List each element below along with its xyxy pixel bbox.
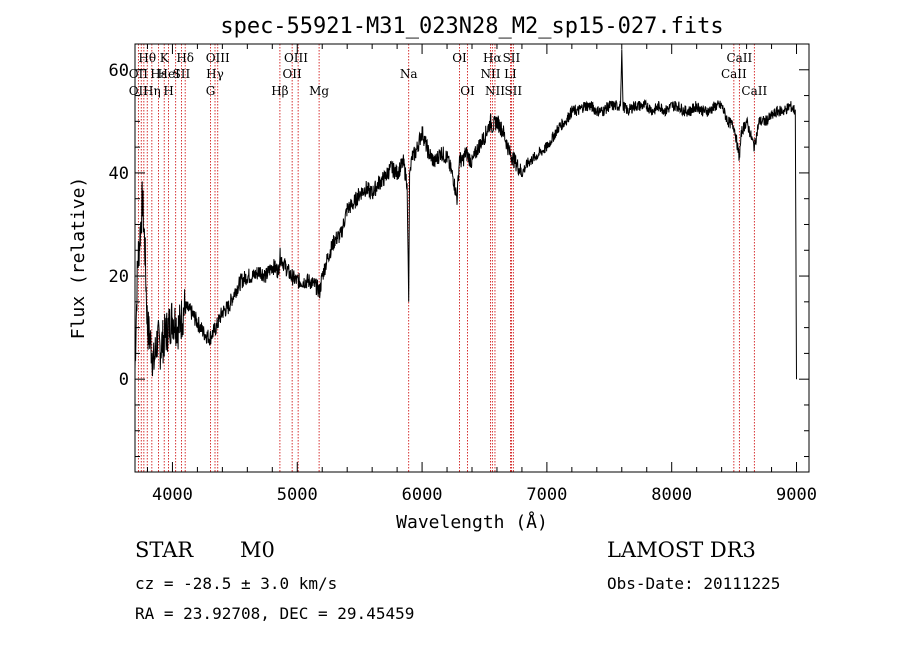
line-label: NII — [485, 84, 505, 98]
coordinates-label: RA = 23.92708, DEC = 29.45459 — [135, 604, 415, 623]
x-tick-label: 7000 — [526, 485, 567, 505]
line-label: K — [160, 51, 170, 65]
line-label: LI — [504, 67, 517, 81]
line-label: OIII — [206, 51, 230, 65]
line-label: Hη — [143, 84, 161, 98]
line-label: Hβ — [271, 84, 288, 98]
line-label: Na — [400, 67, 418, 81]
class-label: STAR — [135, 538, 194, 562]
line-label: OIII — [284, 51, 308, 65]
subclass-label: M0 — [240, 538, 275, 562]
line-label: CaII — [726, 51, 752, 65]
chart-title: spec-55921-M31_023N28_M2_sp15-027.fits — [220, 14, 723, 39]
y-tick-label: 60 — [109, 61, 129, 81]
x-axis: 4000 5000 6000 7000 8000 9000 — [146, 44, 817, 505]
x-axis-label: Wavelength (Å) — [396, 511, 548, 533]
line-label: NII — [480, 67, 500, 81]
line-label: HeI — [158, 67, 181, 81]
x-tick-label: 8000 — [651, 485, 692, 505]
line-label: OI — [460, 84, 475, 98]
x-tick-label: 5000 — [277, 485, 318, 505]
line-label: CaII — [721, 67, 747, 81]
line-label: Hθ — [138, 51, 156, 65]
y-tick-label: 20 — [109, 267, 129, 287]
flux-series-line — [134, 49, 797, 380]
line-label: OII — [129, 84, 149, 98]
x-tick-label: 9000 — [776, 485, 817, 505]
line-label: SII — [504, 84, 522, 98]
line-label: H — [163, 84, 173, 98]
y-tick-label: 0 — [119, 370, 129, 390]
line-label: OI — [452, 51, 467, 65]
line-label: CaII — [741, 84, 767, 98]
line-markers — [137, 44, 755, 472]
line-label: Hα — [483, 51, 502, 65]
y-axis: 0 20 40 60 — [109, 43, 809, 458]
obs-date-label: Obs-Date: 20111225 — [607, 574, 781, 593]
x-tick-label: 6000 — [402, 485, 443, 505]
redshift-label: cz = -28.5 ± 3.0 km/s — [135, 574, 338, 593]
line-label: Hγ — [206, 67, 224, 81]
line-label: OII — [282, 67, 302, 81]
y-axis-label: Flux (relative) — [68, 177, 89, 340]
survey-label: LAMOST DR3 — [607, 538, 756, 562]
line-label: Hε — [150, 67, 167, 81]
line-label: Hδ — [176, 51, 194, 65]
line-label: SII — [503, 51, 521, 65]
x-tick-label: 4000 — [152, 485, 193, 505]
y-tick-label: 40 — [109, 164, 129, 184]
line-label: Mg — [309, 84, 329, 98]
line-label: OII — [129, 67, 149, 81]
line-label: SII — [173, 67, 191, 81]
line-label: G — [206, 84, 216, 98]
